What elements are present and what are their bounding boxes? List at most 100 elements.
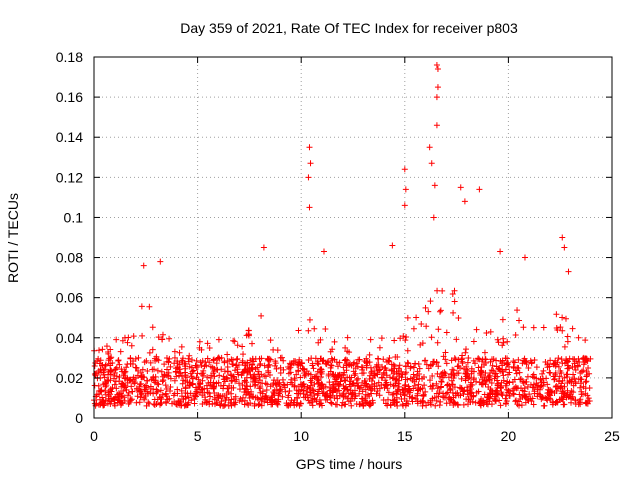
data-point [366, 376, 373, 383]
data-point [568, 399, 575, 406]
data-point [470, 375, 477, 382]
data-point [213, 360, 220, 367]
data-point [432, 402, 439, 409]
data-point [367, 387, 374, 394]
data-point [394, 388, 401, 395]
data-point [161, 372, 168, 379]
data-point [576, 358, 583, 365]
data-point [419, 397, 426, 404]
data-point [343, 361, 350, 368]
data-point [322, 383, 329, 390]
data-point [438, 379, 445, 386]
data-point [414, 372, 421, 379]
data-point [499, 316, 506, 323]
data-point [228, 396, 235, 403]
data-point [418, 321, 425, 328]
data-point [328, 400, 335, 407]
data-point [396, 373, 403, 380]
data-point [563, 359, 570, 366]
data-point [570, 371, 577, 378]
data-point [303, 388, 310, 395]
data-point [529, 395, 536, 402]
data-point [301, 372, 308, 379]
data-point [111, 402, 118, 409]
data-point [228, 372, 235, 379]
data-point [506, 369, 513, 376]
data-point [112, 366, 119, 373]
data-point [516, 402, 523, 409]
data-point [223, 374, 230, 381]
data-point [478, 369, 485, 376]
data-point [455, 363, 462, 370]
data-point [540, 367, 547, 374]
data-point [455, 402, 462, 409]
data-point [524, 383, 531, 390]
data-point [95, 387, 102, 394]
data-point [547, 369, 554, 376]
data-point [277, 364, 284, 371]
data-point [356, 401, 363, 408]
data-point [237, 395, 244, 402]
data-point [394, 353, 401, 360]
data-point [452, 356, 459, 363]
data-point [561, 401, 568, 408]
data-point [279, 376, 286, 383]
data-point [116, 391, 123, 398]
data-point [155, 334, 162, 341]
data-point [380, 356, 387, 363]
data-point [162, 382, 169, 389]
data-point [255, 396, 262, 403]
data-point [404, 376, 411, 383]
data-point [322, 326, 329, 333]
data-point [502, 400, 509, 407]
data-point [448, 357, 455, 364]
data-point [431, 182, 438, 189]
data-point [251, 402, 258, 409]
data-point [449, 290, 456, 297]
data-point [518, 376, 525, 383]
data-point [468, 365, 475, 372]
data-point [470, 357, 477, 364]
data-point [348, 374, 355, 381]
data-point [178, 387, 185, 394]
data-point [334, 380, 341, 387]
data-point [363, 355, 370, 362]
data-point [578, 391, 585, 398]
data-point [188, 357, 195, 364]
data-point [264, 355, 271, 362]
data-point [298, 360, 305, 367]
data-point [107, 346, 114, 353]
data-point [582, 379, 589, 386]
data-point [323, 390, 330, 397]
data-point [290, 360, 297, 367]
data-point [486, 389, 493, 396]
x-tick-label: 25 [604, 428, 620, 444]
data-point [121, 368, 128, 375]
data-point [544, 360, 551, 367]
data-point [215, 379, 222, 386]
data-point [433, 94, 440, 101]
data-point [353, 360, 360, 367]
data-point [256, 385, 263, 392]
data-point [189, 368, 196, 375]
data-point [503, 386, 510, 393]
data-point [240, 351, 247, 358]
data-point [171, 354, 178, 361]
data-point [564, 371, 571, 378]
data-point [435, 363, 442, 370]
data-point [468, 385, 475, 392]
data-point [452, 400, 459, 407]
data-point [313, 397, 320, 404]
data-point [149, 366, 156, 373]
data-point [157, 258, 164, 265]
data-point [286, 365, 293, 372]
data-point [430, 214, 437, 221]
data-point [272, 358, 279, 365]
data-point [305, 357, 312, 364]
data-point [569, 356, 576, 363]
x-tick-label: 15 [397, 428, 413, 444]
data-point [338, 402, 345, 409]
data-point [557, 368, 564, 375]
data-point [565, 268, 572, 275]
data-point [553, 311, 560, 318]
